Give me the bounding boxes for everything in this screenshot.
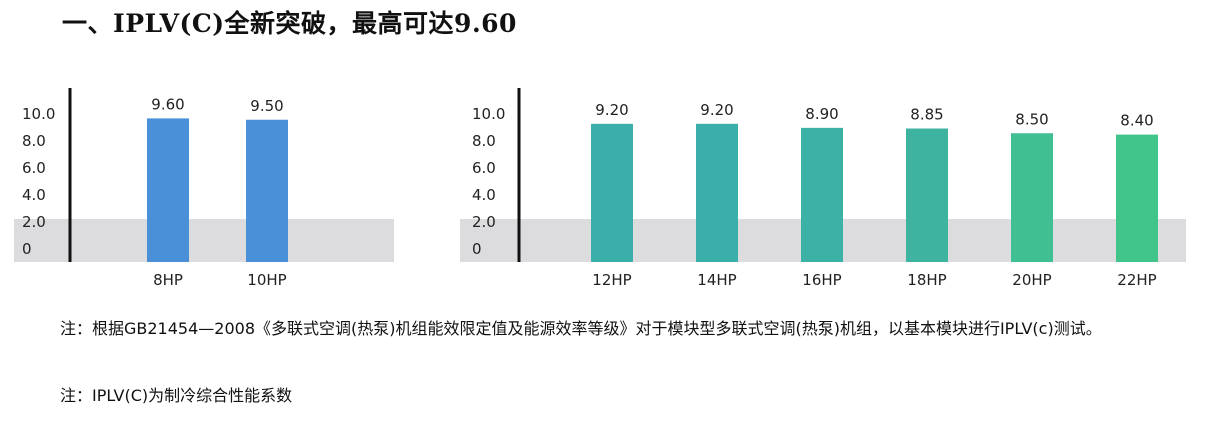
- data-label: 9.20: [595, 101, 628, 119]
- y-tick-label: 6.0: [472, 159, 496, 177]
- bar: [801, 127, 843, 262]
- data-label: 8.90: [805, 105, 838, 123]
- y-tick-label: 10.0: [22, 105, 55, 123]
- y-tick-label: 2.0: [22, 213, 46, 231]
- page-title: 一、IPLV(C)全新突破，最高可达9.60: [62, 9, 517, 38]
- data-label: 9.20: [700, 101, 733, 119]
- x-category-label: 16HP: [802, 271, 841, 289]
- data-label: 9.50: [250, 97, 283, 115]
- iplv-chart-8-10hp: 10.0 8.0 6.0 4.0 2.0 0 9.60 8HP 9.50 10HP: [14, 88, 394, 289]
- x-category-label: 20HP: [1012, 271, 1051, 289]
- y-tick-label: 0: [22, 240, 32, 258]
- x-category-label: 12HP: [592, 271, 631, 289]
- data-label: 8.50: [1015, 110, 1048, 128]
- y-tick-label: 4.0: [472, 186, 496, 204]
- y-tick-label: 6.0: [22, 159, 46, 177]
- bar: [1011, 133, 1053, 262]
- bar: [246, 119, 288, 262]
- iplv-chart-12-22hp: 10.0 8.0 6.0 4.0 2.0 0 9.20 12HP 9.20 14HP 8.90 16H…: [460, 88, 1186, 289]
- x-category-label: 8HP: [153, 271, 183, 289]
- bar: [1116, 134, 1158, 262]
- x-category-label: 14HP: [697, 271, 736, 289]
- x-category-label: 22HP: [1117, 271, 1156, 289]
- note-definition: 注：IPLV(C)为制冷综合性能系数: [60, 386, 293, 405]
- bar: [696, 123, 738, 262]
- y-tick-label: 0: [472, 240, 482, 258]
- y-tick-label: 2.0: [472, 213, 496, 231]
- bar: [591, 123, 633, 262]
- data-label: 9.60: [151, 95, 184, 113]
- baseline-band: [14, 219, 394, 262]
- bar: [147, 118, 189, 263]
- bar: [906, 128, 948, 262]
- x-category-label: 10HP: [247, 271, 286, 289]
- y-tick-label: 4.0: [22, 186, 46, 204]
- y-tick-label: 8.0: [22, 132, 46, 150]
- data-label: 8.85: [910, 106, 943, 124]
- x-category-label: 18HP: [907, 271, 946, 289]
- y-tick-label: 10.0: [472, 105, 505, 123]
- y-tick-label: 8.0: [472, 132, 496, 150]
- data-label: 8.40: [1120, 112, 1153, 130]
- note-standard: 注：根据GB21454—2008《多联式空调(热泵)机组能效限定值及能源效率等级…: [60, 319, 1102, 338]
